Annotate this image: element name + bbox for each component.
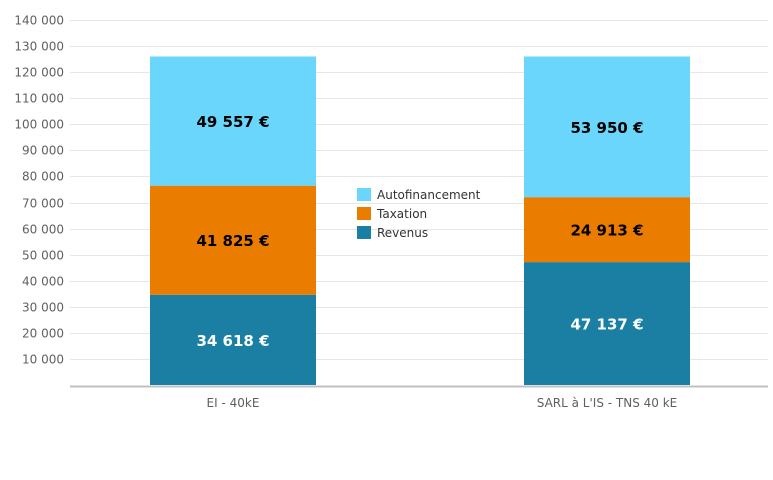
legend-item-taxation[interactable]: Taxation <box>357 207 427 221</box>
x-axis-labels: EI - 40kE SARL à L'IS - TNS 40 kE <box>207 396 678 410</box>
bar-data-label: 24 913 € <box>570 222 643 240</box>
bar-segment-autofinancement[interactable] <box>524 56 690 198</box>
y-tick-label: 10 000 <box>22 353 64 367</box>
bar-data-label: 34 618 € <box>196 332 269 350</box>
y-axis-ticks: 10 000 20 000 30 000 40 000 50 000 60 000 70 0… <box>14 14 64 367</box>
legend-item-autofinancement[interactable]: Autofinancement <box>357 188 481 202</box>
bar-segment-taxation[interactable] <box>150 185 316 295</box>
legend-item-revenus[interactable]: Revenus <box>357 226 428 240</box>
y-tick-label: 30 000 <box>22 301 64 315</box>
y-tick-label: 110 000 <box>14 92 64 106</box>
bar-data-label: 53 950 € <box>570 119 643 137</box>
y-tick-label: 140 000 <box>14 14 64 28</box>
legend-swatch <box>357 188 371 201</box>
y-tick-label: 100 000 <box>14 118 64 132</box>
bars: 34 618 € 41 825 € 49 557 € 47 137 € 24 913 €… <box>150 56 690 385</box>
legend[interactable]: Autofinancement Taxation Revenus <box>357 188 481 240</box>
y-tick-label: 60 000 <box>22 223 64 237</box>
y-tick-label: 90 000 <box>22 144 64 158</box>
x-category-label: EI - 40kE <box>207 396 260 410</box>
legend-label: Taxation <box>376 207 427 221</box>
y-tick-label: 50 000 <box>22 249 64 263</box>
bar-segment-taxation[interactable] <box>524 197 690 263</box>
y-tick-label: 130 000 <box>14 40 64 54</box>
bar-data-label: 47 137 € <box>570 316 643 334</box>
legend-swatch <box>357 226 371 239</box>
legend-swatch <box>357 207 371 220</box>
x-category-label: SARL à L'IS - TNS 40 kE <box>537 396 678 410</box>
bar-data-label: 41 825 € <box>196 232 269 250</box>
y-tick-label: 120 000 <box>14 66 64 80</box>
bar-segment-revenus[interactable] <box>524 262 690 385</box>
legend-label: Revenus <box>377 226 428 240</box>
y-tick-label: 20 000 <box>22 327 64 341</box>
y-tick-label: 40 000 <box>22 275 64 289</box>
bar-data-label: 49 557 € <box>196 113 269 131</box>
y-tick-label: 80 000 <box>22 170 64 184</box>
y-tick-label: 70 000 <box>22 197 64 211</box>
bar-segment-autofinancement[interactable] <box>150 56 316 186</box>
bar-segment-revenus[interactable] <box>150 294 316 385</box>
legend-label: Autofinancement <box>377 188 481 202</box>
